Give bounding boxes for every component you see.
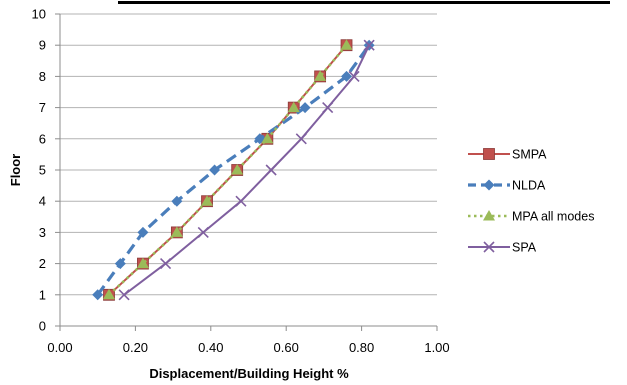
y-tick-label: 8 bbox=[39, 69, 46, 84]
x-tick-label: 1.00 bbox=[424, 340, 449, 355]
point-mpa-all-modes bbox=[201, 195, 214, 206]
legend-label-spa: SPA bbox=[512, 241, 537, 255]
legend-marker-nlda bbox=[483, 179, 495, 191]
y-tick-label: 2 bbox=[39, 256, 46, 271]
legend: SMPA NLDA MPA all modes SPA bbox=[468, 148, 594, 255]
point-spa-stroke bbox=[118, 289, 130, 301]
legend-marker-spa bbox=[483, 241, 495, 253]
x-tick-label: 0.60 bbox=[274, 340, 299, 355]
point-spa bbox=[363, 39, 375, 51]
point-spa-stroke bbox=[363, 39, 375, 51]
point-nlda bbox=[137, 226, 149, 238]
point-nlda bbox=[299, 102, 311, 114]
series-spa bbox=[118, 39, 375, 301]
point-spa-stroke bbox=[235, 195, 247, 207]
point-spa-stroke bbox=[295, 133, 307, 145]
y-tick-label: 6 bbox=[39, 131, 46, 146]
x-tick-label: 0.40 bbox=[198, 340, 223, 355]
point-spa-stroke bbox=[197, 226, 209, 238]
point-spa bbox=[295, 133, 307, 145]
point-nlda bbox=[341, 70, 353, 82]
legend-label-nlda: NLDA bbox=[512, 179, 546, 193]
legend-item-smpa: SMPA bbox=[468, 148, 547, 162]
y-tick-label: 3 bbox=[39, 225, 46, 240]
point-nlda bbox=[92, 289, 104, 301]
axes bbox=[55, 13, 438, 331]
y-tick-label: 10 bbox=[32, 7, 46, 22]
point-spa bbox=[322, 102, 334, 114]
x-tick-label: 0.00 bbox=[47, 340, 72, 355]
y-tick-label: 4 bbox=[39, 194, 46, 209]
point-mpa-all-modes bbox=[231, 164, 244, 175]
point-spa-stroke bbox=[322, 102, 334, 114]
x-tick-label: 0.80 bbox=[349, 340, 374, 355]
legend-marker-spa-stroke bbox=[483, 241, 495, 253]
point-spa bbox=[118, 289, 130, 301]
point-mpa-all-modes bbox=[287, 101, 300, 113]
x-axis-title: Displacement/Building Height % bbox=[149, 366, 349, 381]
y-tick-label: 0 bbox=[39, 319, 46, 334]
legend-item-spa: SPA bbox=[468, 241, 537, 255]
point-spa bbox=[235, 195, 247, 207]
point-spa bbox=[265, 164, 277, 176]
point-spa bbox=[159, 258, 172, 270]
y-tick-label: 9 bbox=[39, 38, 46, 53]
legend-label-mpa-all-modes: MPA all modes bbox=[512, 210, 594, 224]
point-spa bbox=[197, 226, 209, 238]
point-spa-stroke bbox=[265, 164, 277, 176]
grid-lines bbox=[60, 13, 437, 296]
point-mpa-all-modes bbox=[261, 132, 274, 144]
y-axis-title: Floor bbox=[8, 154, 23, 187]
legend-item-mpa-all-modes: MPA all modes bbox=[468, 210, 594, 224]
series-line-mpa-all-modes bbox=[108, 44, 348, 296]
point-nlda bbox=[171, 195, 183, 207]
y-tick-label: 1 bbox=[39, 287, 46, 302]
point-mpa-all-modes bbox=[340, 39, 353, 50]
legend-marker-mpa-all-modes bbox=[483, 210, 495, 221]
y-tick-label: 7 bbox=[39, 100, 46, 115]
point-spa-stroke bbox=[159, 258, 172, 270]
point-nlda bbox=[114, 258, 126, 270]
legend-marker-smpa bbox=[483, 148, 495, 160]
point-mpa-all-modes bbox=[314, 70, 327, 81]
x-tick-labels: 0.00 0.20 0.40 0.60 0.80 1.00 bbox=[47, 340, 449, 355]
series-mpa-all-modes bbox=[103, 39, 353, 300]
y-tick-label: 5 bbox=[39, 163, 46, 178]
point-mpa-all-modes bbox=[136, 257, 149, 269]
point-mpa-all-modes bbox=[103, 288, 116, 300]
point-spa-stroke bbox=[348, 70, 360, 82]
legend-label-smpa: SMPA bbox=[512, 148, 547, 162]
point-nlda bbox=[209, 164, 221, 176]
y-tick-labels: 0 1 2 3 4 5 6 7 8 9 10 bbox=[32, 7, 46, 334]
x-tick-label: 0.20 bbox=[123, 340, 148, 355]
point-mpa-all-modes bbox=[170, 226, 183, 237]
series-layer bbox=[92, 39, 375, 301]
legend-item-nlda: NLDA bbox=[468, 179, 546, 193]
point-spa bbox=[348, 70, 360, 82]
